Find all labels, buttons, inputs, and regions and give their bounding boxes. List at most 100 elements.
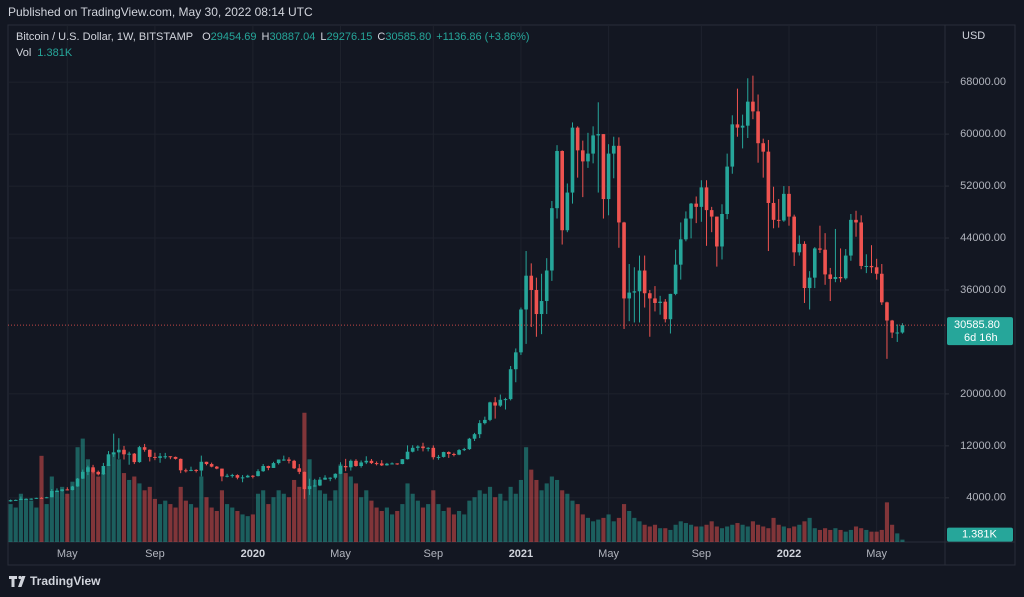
candle-body [50, 491, 54, 498]
candle-body [436, 456, 441, 458]
volume-bar [838, 529, 843, 542]
volume-bar [142, 490, 147, 542]
volume-bars [8, 412, 905, 542]
chart-frame [7, 24, 1016, 566]
volume-label: 1.381K [962, 529, 998, 541]
candle-body [405, 451, 410, 460]
x-tick-label: 2022 [777, 548, 801, 560]
footer-logo [9, 575, 26, 587]
volume-bar [658, 528, 663, 542]
volume-bar [642, 524, 647, 542]
candle-body [885, 302, 889, 321]
volume-bar [374, 507, 379, 542]
x-tick-label: May [330, 548, 351, 560]
volume-bar [539, 490, 544, 542]
volume-bar [621, 504, 627, 542]
candle-body [189, 469, 193, 471]
candle-body [879, 273, 884, 303]
candle-body [869, 265, 874, 268]
volume-bar [709, 521, 714, 542]
volume-bar [848, 529, 853, 542]
x-tick-label: May [598, 548, 619, 560]
candle-body [802, 243, 807, 289]
legend-symbol: Bitcoin / U.S. Dollar, 1W, BITSTAMP [16, 31, 193, 43]
volume-bar [225, 504, 230, 542]
candle-body [797, 243, 802, 253]
volume-bar [544, 483, 549, 542]
candle-body [214, 466, 219, 469]
candle-body [379, 463, 384, 466]
volume-bar [49, 476, 54, 542]
candle-body [209, 464, 214, 467]
candle-body [220, 468, 224, 477]
candle-body [591, 135, 595, 154]
candle-body [266, 466, 271, 468]
volume-bar [616, 517, 621, 542]
candle-body [80, 471, 85, 479]
volume-bar [54, 490, 60, 542]
volume-bar [70, 481, 75, 542]
legend-key: C [377, 31, 385, 43]
candle-body [410, 447, 415, 452]
volume-bar [286, 497, 292, 542]
volume-bar [168, 504, 173, 542]
volume-bar [204, 497, 209, 542]
volume-bar [714, 526, 719, 542]
candle-body [570, 127, 575, 193]
volume-bar [353, 483, 359, 542]
candle-body [730, 124, 735, 167]
candle-body [70, 486, 75, 491]
volume-bar [802, 521, 807, 542]
candle-body [75, 478, 80, 487]
candle-body [818, 248, 822, 250]
legend-value: 29276.15 [327, 31, 373, 43]
volume-bar [719, 528, 725, 542]
volume-bar [828, 529, 833, 542]
candle-body [184, 470, 188, 472]
candle-body [534, 289, 539, 315]
candle-body [462, 449, 467, 451]
candle-body [874, 267, 879, 274]
x-tick-label: May [57, 548, 78, 560]
volume-bar [725, 526, 730, 542]
candle-body [65, 489, 70, 491]
candle-body [19, 498, 23, 500]
candle-body [555, 151, 559, 209]
y-tick-label: 68000.00 [960, 76, 1006, 88]
candle-body [349, 460, 353, 468]
volume-bar [457, 510, 462, 542]
candle-body [807, 277, 812, 289]
candle-body [297, 468, 302, 472]
y-tick-label: 4000.00 [966, 492, 1006, 504]
candle-body [34, 497, 39, 499]
candle-body [240, 477, 245, 479]
candle-body [601, 134, 606, 200]
volume-bar [106, 464, 111, 542]
legend-key: O [202, 31, 211, 43]
candle-body [292, 460, 296, 469]
legend-key: H [262, 31, 270, 43]
candle-body [689, 203, 693, 219]
candle-body [513, 352, 518, 370]
volume-label-box [947, 527, 1013, 542]
volume-bar [328, 500, 333, 542]
volume-bar [60, 486, 65, 542]
volume-bar [895, 533, 900, 542]
candle-body [173, 456, 178, 459]
legend-value: 29454.69 [211, 31, 257, 43]
volume-bar [797, 524, 802, 542]
volume-bar [209, 507, 214, 542]
volume-bar [451, 514, 456, 542]
candle-body [575, 127, 580, 151]
volume-bar [647, 526, 652, 542]
candle-body [147, 449, 152, 457]
candle-body [276, 459, 281, 464]
volume-bar [694, 526, 699, 542]
candle-body [715, 216, 719, 247]
volume-bar [322, 493, 328, 542]
candle-body [761, 143, 766, 152]
candle-body [457, 450, 461, 455]
candle-body [60, 489, 64, 492]
x-tick-label: 2020 [241, 548, 265, 560]
candle-body [704, 187, 709, 211]
